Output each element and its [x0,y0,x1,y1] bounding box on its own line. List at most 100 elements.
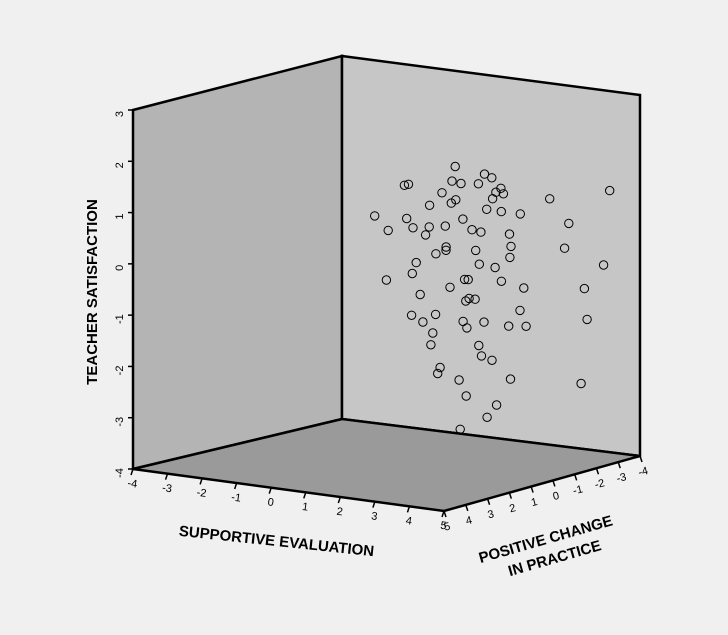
data-point [476,351,487,361]
data-point [506,241,516,252]
y-tick-label: -3 [615,471,627,485]
data-point [545,194,555,204]
data-point [515,305,525,316]
data-point [411,257,421,268]
data-point [505,252,515,263]
data-point [467,225,477,235]
data-point [498,189,509,199]
x-tick-label: 4 [405,515,413,528]
data-point [471,245,481,256]
y-tick [486,498,491,506]
data-point [474,259,484,269]
x-tick-label: -3 [161,482,172,495]
data-point [496,276,507,286]
y-tick [443,510,447,518]
y-tick [573,474,578,481]
x-tick [268,487,272,494]
data-point [559,243,570,253]
data-point [470,294,480,304]
data-point [370,211,380,221]
data-point [441,245,451,256]
data-point [579,283,590,294]
data-point [491,400,502,410]
data-point [473,179,484,189]
x-tick-label: -1 [230,491,241,504]
z-tick-label: 3 [114,111,126,117]
z-tick-label: -4 [114,468,126,478]
x-tick-label: -2 [196,487,207,500]
x-tick [406,506,411,513]
z-tick-label: -2 [114,366,126,376]
y-tick [595,467,600,475]
x-tick [199,478,203,485]
data-point [461,391,471,401]
z-axis-title: TEACHER SATISFACTION [84,199,101,385]
z-tick-label: 0 [114,265,126,271]
data-point [415,289,425,300]
data-point [487,355,497,365]
data-point [440,221,450,231]
data-point [582,314,592,325]
data-point [403,179,414,190]
data-point [487,194,498,204]
data-point [521,321,531,331]
data-point [458,214,468,224]
data-point [402,213,412,224]
y-tick [617,461,621,469]
data-point [408,223,418,233]
data-point [598,260,609,270]
y-tick [552,480,556,487]
axis-ticks [128,109,643,518]
data-point [454,375,464,385]
data-point [418,317,428,327]
z-tick-label: 2 [114,162,126,168]
data-point [447,176,457,186]
data-point [605,185,615,196]
data-point [504,321,514,331]
data-point [476,227,486,237]
data-point [426,340,436,350]
x-tick [303,492,307,499]
x-tick [164,473,169,480]
data-point [490,262,500,273]
y-tick [639,455,643,463]
data-point [519,283,529,293]
data-points [370,161,615,434]
x-tick-label: 5 [440,520,448,533]
y-tick [465,504,469,512]
data-point [399,180,410,191]
z-tick-label: 1 [114,214,126,220]
right-wall [340,54,642,458]
y-tick-label: 5 [443,521,452,534]
data-point [428,328,438,338]
chart-box [131,54,642,513]
data-point [424,222,434,232]
data-point [576,378,586,389]
data-point [381,275,392,285]
y-tick-label: 2 [508,502,517,515]
data-point [455,424,465,434]
data-point [430,309,441,320]
data-point [407,268,417,279]
y-tick-label: 3 [486,508,495,521]
data-point [487,173,497,183]
left-wall [131,54,344,471]
data-point [515,209,525,219]
y-tick-label: 1 [530,496,539,509]
x-tick [130,468,134,476]
data-point [461,296,471,306]
data-point [445,282,455,292]
x-tick-label: 0 [267,496,275,509]
data-point [564,218,574,229]
data-point [504,229,515,239]
data-point [450,161,460,172]
data-point [464,293,474,304]
data-point [463,274,473,285]
data-point [456,178,466,189]
y-tick-label: 4 [465,514,474,527]
data-point [446,198,456,208]
data-point [431,249,441,259]
